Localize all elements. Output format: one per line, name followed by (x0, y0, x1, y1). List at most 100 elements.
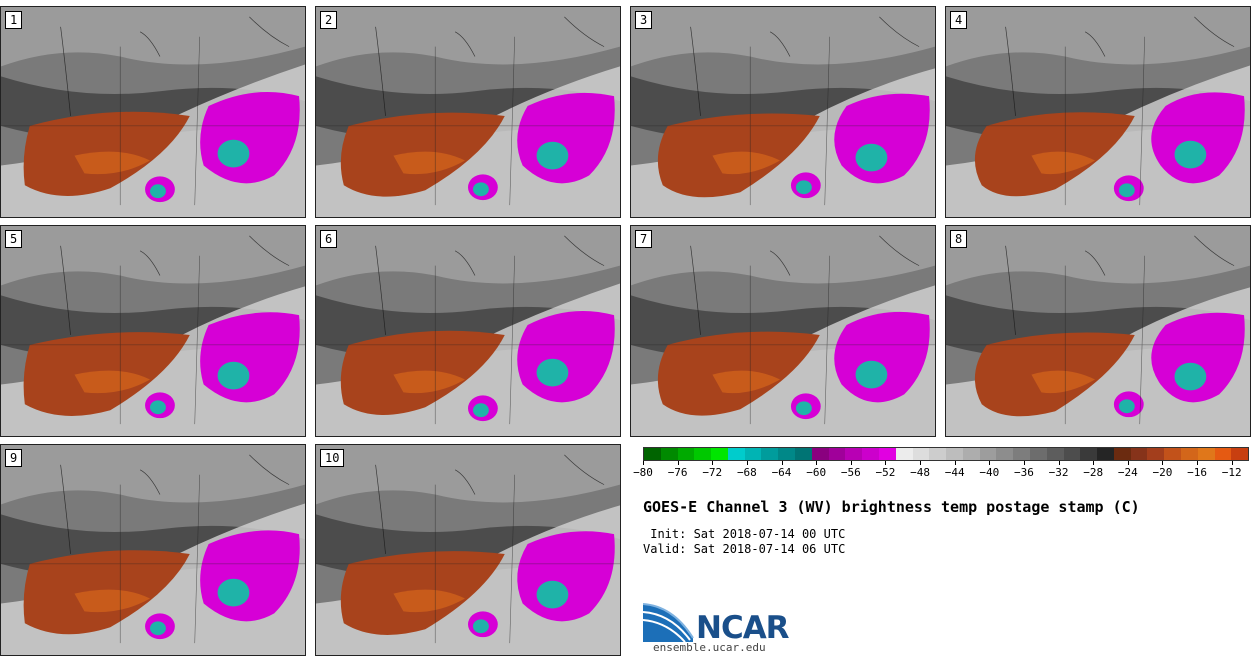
secondary-core (150, 184, 166, 199)
figure-title: GOES-E Channel 3 (WV) brightness temp po… (643, 498, 1140, 516)
convective-core (855, 143, 888, 172)
dry-upper-region (631, 226, 935, 286)
colorbar-tick-mark (781, 461, 783, 465)
map-panel-10: 10 (315, 444, 621, 656)
colorbar-swatch (912, 448, 930, 460)
logo-url: ensemble.ucar.edu (653, 641, 766, 654)
map-panel-1: 1 (0, 6, 306, 218)
coastlines (1005, 16, 1235, 116)
colorbar-tick-mark (954, 461, 956, 465)
colorbar-swatch (1231, 448, 1249, 460)
colorbar-swatch (761, 448, 779, 460)
colorbar-swatch (744, 448, 762, 460)
colorbar-tick-mark (850, 461, 852, 465)
colorbar-tick-label: −20 (1152, 466, 1173, 479)
coastlines (690, 16, 920, 116)
warm-core (393, 151, 466, 175)
coastlines (60, 16, 290, 116)
colorbar-tick-label: −56 (840, 466, 861, 479)
colorbar (643, 447, 1249, 461)
colorbar-swatch (979, 448, 997, 460)
colorbar-swatch (946, 448, 963, 460)
colorbar-tick-label: −80 (633, 466, 653, 479)
colorbar-tick-mark (677, 461, 679, 465)
secondary-core (795, 180, 812, 195)
colorbar-tick-label: −28 (1083, 466, 1104, 479)
colorbar-swatch (644, 448, 661, 460)
colorbar-swatch (660, 448, 678, 460)
convective-core (217, 361, 250, 390)
colorbar-swatch (694, 448, 712, 460)
colorbar-swatch (778, 448, 796, 460)
valid-time: Valid: Sat 2018-07-14 06 UTC (643, 542, 846, 556)
state-borders (631, 36, 935, 206)
convective-core (536, 141, 569, 170)
map-panel-6: 6 (315, 225, 621, 437)
state-borders (316, 255, 620, 425)
colorbar-swatch (996, 448, 1014, 460)
panel-number: 6 (320, 230, 338, 248)
logo-wordmark: NCAR (696, 610, 790, 646)
map-panel-2: 2 (315, 6, 621, 218)
colorbar-tick-mark (643, 461, 644, 465)
secondary-core (1118, 399, 1135, 414)
warm-core (74, 151, 151, 175)
colorbar-swatch (878, 448, 896, 460)
warm-core (74, 370, 151, 394)
panel-number: 8 (950, 230, 968, 248)
water-vapor-map (316, 226, 620, 436)
secondary-core (472, 619, 489, 634)
warm-core (1031, 370, 1096, 394)
dry-upper-region (1, 226, 305, 286)
colorbar-tick-label: −68 (736, 466, 757, 479)
secondary-core (150, 400, 166, 415)
coastlines (1005, 235, 1235, 335)
map-panel-9: 9 (0, 444, 306, 656)
ncar-swoosh-icon (643, 603, 694, 642)
warm-core (393, 370, 466, 394)
panel-number: 1 (5, 11, 23, 29)
colorbar-swatch (1080, 448, 1098, 460)
convective-core (536, 358, 569, 387)
dry-upper-region (1, 445, 305, 505)
map-panel-5: 5 (0, 225, 306, 437)
dry-upper-region (316, 445, 620, 505)
panel-number: 7 (635, 230, 653, 248)
warm-core (712, 151, 781, 175)
colorbar-swatch (962, 448, 980, 460)
colorbar-tick-mark (816, 461, 818, 465)
colorbar-swatch (1046, 448, 1064, 460)
colorbar-tick-mark (1162, 461, 1164, 465)
water-vapor-map (946, 7, 1250, 217)
colorbar-swatch (1130, 448, 1148, 460)
convective-core (536, 580, 569, 609)
colorbar-tick-label: −40 (979, 466, 1000, 479)
colorbar-swatch (1029, 448, 1047, 460)
map-panel-7: 7 (630, 225, 936, 437)
secondary-core (150, 621, 166, 636)
water-vapor-map (631, 226, 935, 436)
colorbar-tick-mark (1231, 461, 1233, 465)
coastlines (375, 235, 605, 335)
panel-number: 3 (635, 11, 653, 29)
coastlines (60, 454, 290, 554)
colorbar-tick-label: −48 (910, 466, 930, 479)
coastlines (60, 235, 290, 335)
colorbar-swatch (677, 448, 695, 460)
state-borders (631, 255, 935, 425)
convective-core (855, 360, 888, 389)
colorbar-tick-label: −12 (1221, 466, 1242, 479)
water-vapor-map (946, 226, 1250, 436)
colorbar-swatch (795, 448, 812, 460)
coastlines (375, 16, 605, 116)
colorbar-tick-label: −44 (944, 466, 965, 479)
colorbar-tick-mark (1058, 461, 1060, 465)
panel-number: 9 (5, 449, 23, 467)
convective-core (1174, 140, 1207, 169)
colorbar-swatch (828, 448, 846, 460)
coastlines (375, 454, 605, 554)
colorbar-swatch (1197, 448, 1215, 460)
colorbar-swatch (929, 448, 947, 460)
dry-upper-region (316, 226, 620, 286)
panel-number: 10 (320, 449, 345, 467)
